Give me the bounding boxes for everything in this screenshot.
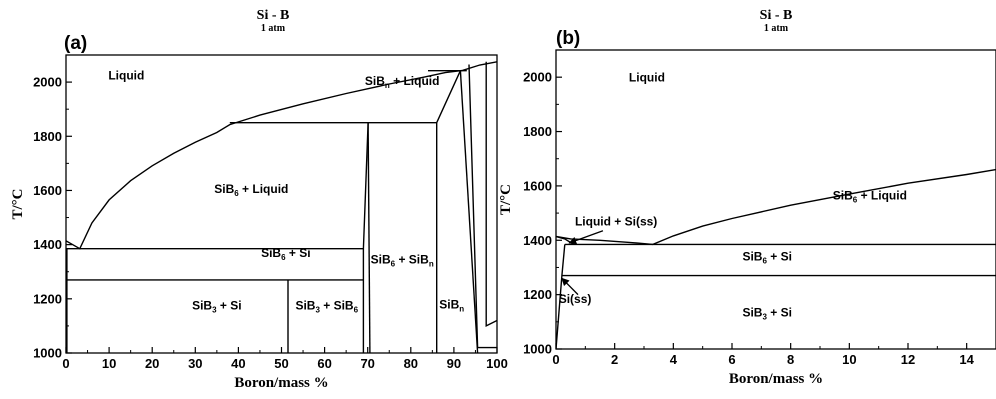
x-tick-label: 100 [486,356,508,371]
region-label: SiB6 + Liquid [214,182,288,198]
phase-line-b-solvus [468,64,497,349]
region-label: Liquid [629,70,665,84]
phase-lines [556,168,996,349]
y-tick-label: 1400 [523,233,552,248]
y-tick-label: 1800 [33,129,62,144]
y-tick-label: 1000 [523,342,552,357]
region-label: Liquid + Si(ss) [575,214,657,228]
x-tick-label: 0 [62,356,69,371]
y-tick-label: 1800 [523,124,552,139]
y-tick-label: 2000 [33,75,62,90]
panel-label: (b) [556,28,580,49]
chart-title: Si - B [257,8,290,23]
y-tick-label: 1000 [33,346,62,361]
y-tick-label: 2000 [523,70,552,85]
region-label: SiB3 + Si [742,305,791,321]
annotation-arrow [568,230,604,245]
phase-line-liquidus-left [66,61,497,250]
x-tick-label: 4 [670,352,678,367]
x-tick-label: 10 [842,352,856,367]
region-label: SiBn + Liquid [365,74,440,90]
y-axis-label: T/°C [498,184,514,215]
x-tick-label: 20 [145,356,159,371]
region-label: SiB6 + SiBn [371,253,434,269]
region-label: Si(ss) [559,292,592,306]
phase-line-sibn-left [436,70,462,353]
region-label: SiB6 + Si [742,250,791,266]
y-tick-label: 1600 [523,178,552,193]
region-label: SiB6 + Liquid [833,189,907,205]
x-tick-label: 2 [611,352,618,367]
y-tick-label: 1200 [33,291,62,306]
chart-subtitle: 1 atm [764,23,789,34]
x-axis-label: Boron/mass % [729,371,823,387]
x-tick-label: 30 [188,356,202,371]
region-label: SiBn [439,297,464,313]
x-tick-label: 60 [317,356,331,371]
phase-line-sibn-right [459,70,479,353]
annotation-arrow [561,277,579,296]
region-label: SiB3 + Si [192,299,241,315]
x-tick-label: 40 [231,356,245,371]
x-tick-label: 50 [274,356,288,371]
x-tick-label: 70 [360,356,374,371]
region-label: Liquid [108,68,144,82]
panel-label: (a) [64,33,87,54]
y-tick-label: 1400 [33,237,62,252]
region-label: SiB6 + Si [261,246,310,262]
chart-title: Si - B [760,8,793,23]
phase-line-liquidus [556,168,996,246]
x-tick-label: 6 [728,352,735,367]
x-tick-label: 10 [102,356,116,371]
x-tick-label: 80 [404,356,418,371]
y-tick-label: 1200 [523,287,552,302]
y-axis-label: T/°C [10,188,26,219]
phase-line-sib6-left [362,122,369,353]
plot-frame [555,49,996,350]
x-tick-label: 14 [959,352,974,367]
phase-line-boron-liquidus [485,61,497,328]
x-tick-label: 90 [447,356,461,371]
x-tick-label: 12 [901,352,915,367]
phase-line-sib6-right [367,122,371,353]
chart-panel-a: Si - B1 atm (a) 0 10 20 30 40 50 60 70 80 90 100 1000… [10,8,508,391]
chart-subtitle: 1 atm [261,23,286,34]
chart-panel-b: Si - B1 atm (b) 0 2 4 6 8 10 12 14 1000 1200 1400 160… [498,8,996,387]
phase-lines [66,61,497,353]
y-tick-label: 1600 [33,183,62,198]
x-tick-label: 8 [787,352,794,367]
x-axis-label: Boron/mass % [234,375,328,391]
x-tick-label: 0 [552,352,559,367]
region-label: SiB3 + SiB6 [295,299,358,315]
plot-frame [65,54,498,354]
